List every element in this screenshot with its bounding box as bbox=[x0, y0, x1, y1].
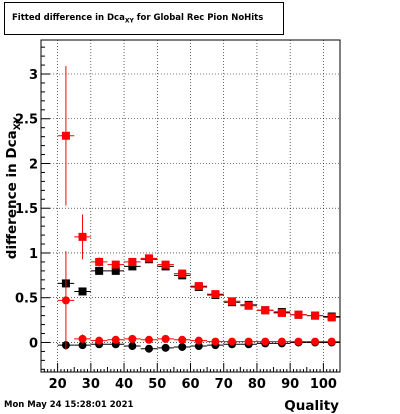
data-point-square bbox=[161, 260, 170, 269]
series-1 bbox=[57, 65, 340, 322]
x-tick-label: 40 bbox=[115, 377, 133, 392]
data-point-square bbox=[277, 308, 286, 317]
data-point-circle bbox=[261, 337, 270, 346]
data-point-circle bbox=[211, 337, 220, 346]
x-tick-label: 90 bbox=[281, 377, 299, 392]
data-point-circle bbox=[78, 341, 87, 350]
data-point-square bbox=[128, 257, 137, 266]
data-point-square bbox=[95, 266, 104, 275]
data-point-square bbox=[194, 282, 203, 291]
data-point-circle bbox=[144, 344, 153, 353]
data-point-square bbox=[311, 311, 320, 320]
data-point-square bbox=[178, 269, 187, 278]
data-point-circle bbox=[244, 337, 253, 346]
axes: 20 30 40 50 60 70 80 90 100 0 0.5 1 1.5 2 2.5 3 bbox=[15, 46, 341, 392]
data-point-circle bbox=[78, 334, 87, 343]
y-axis-label: difference in DcaXY bbox=[4, 116, 23, 259]
data-point-circle bbox=[128, 334, 137, 343]
data-point-circle bbox=[277, 337, 286, 346]
data-point-square bbox=[294, 310, 303, 319]
data-point-square bbox=[111, 260, 120, 269]
data-point-circle bbox=[161, 343, 170, 352]
data-point-circle bbox=[161, 334, 170, 343]
data-point-circle bbox=[294, 337, 303, 346]
timestamp: Mon May 24 15:28:01 2021 bbox=[4, 400, 134, 410]
data-point-square bbox=[244, 301, 253, 310]
y-tick-label: 0.5 bbox=[15, 292, 38, 307]
data-point-circle bbox=[327, 337, 336, 346]
data-point-circle bbox=[311, 337, 320, 346]
y-tick-label: 2 bbox=[29, 157, 38, 172]
data-point-square bbox=[128, 262, 137, 271]
data-point-square bbox=[78, 287, 87, 296]
x-axis-label: Quality bbox=[284, 398, 339, 414]
data-point-circle bbox=[178, 342, 187, 351]
chart-title: Fitted difference in DcaXY for Global Re… bbox=[4, 2, 284, 35]
x-tick-label: 100 bbox=[310, 377, 337, 392]
data-point-square bbox=[228, 297, 237, 306]
data-point-square bbox=[111, 266, 120, 275]
chart-title-sub: XY bbox=[124, 17, 134, 25]
y-tick-label: 3 bbox=[29, 68, 38, 83]
chart-title-tail: for Global Rec Pion NoHits bbox=[133, 13, 264, 23]
y-tick-label: 0 bbox=[29, 336, 38, 351]
data-point-square bbox=[211, 290, 220, 299]
data-point-circle bbox=[128, 342, 137, 351]
grid-lines bbox=[41, 40, 340, 372]
x-tick-label: 70 bbox=[215, 377, 233, 392]
series-3 bbox=[57, 251, 340, 350]
data-point-square bbox=[327, 313, 336, 322]
y-tick-label: 1.5 bbox=[15, 202, 38, 217]
data-point-circle bbox=[95, 336, 104, 345]
x-tick-label: 80 bbox=[248, 377, 266, 392]
data-point-square bbox=[61, 131, 70, 140]
data-point-square bbox=[261, 306, 270, 315]
y-axis-label-main: difference in Dca bbox=[4, 130, 20, 259]
y-tick-label: 2.5 bbox=[15, 113, 38, 128]
data-point-square bbox=[144, 254, 153, 263]
data-point-square bbox=[95, 257, 104, 266]
data-point-circle bbox=[111, 335, 120, 344]
x-tick-label: 50 bbox=[148, 377, 166, 392]
data-point-circle bbox=[178, 335, 187, 344]
x-tick-label: 60 bbox=[181, 377, 199, 392]
data-point-circle bbox=[194, 336, 203, 345]
x-tick-label: 30 bbox=[82, 377, 100, 392]
y-axis-label-sub: XY bbox=[13, 116, 23, 130]
y-tick-label: 1 bbox=[29, 247, 38, 262]
data-point-circle bbox=[228, 337, 237, 346]
data-points bbox=[57, 65, 340, 353]
x-tick-label: 20 bbox=[49, 377, 67, 392]
data-point-circle bbox=[144, 335, 153, 344]
data-point-square bbox=[78, 232, 87, 241]
data-point-circle bbox=[61, 296, 70, 305]
chart-title-main: Fitted difference in Dca bbox=[12, 13, 125, 23]
